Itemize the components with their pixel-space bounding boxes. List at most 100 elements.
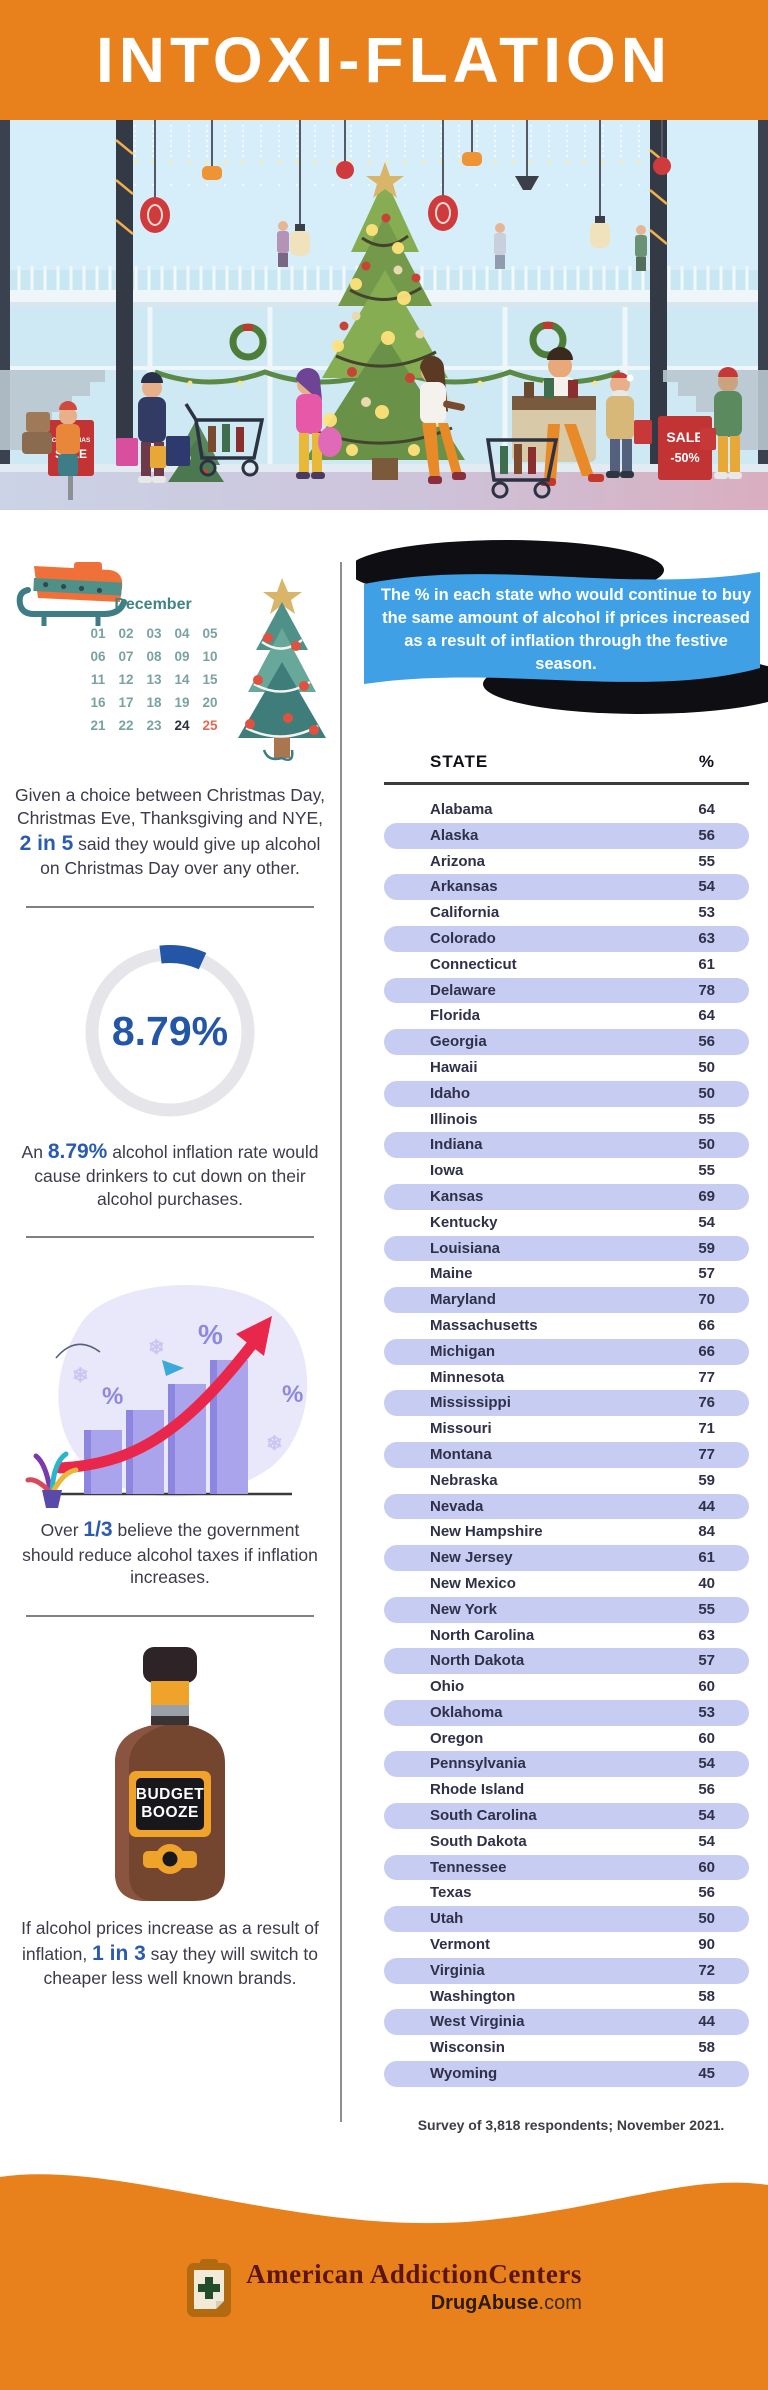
state-value: 58 [698, 1987, 715, 2005]
stat-text-2in5: Given a choice between Christmas Day, Ch… [14, 784, 326, 880]
svg-text:❄: ❄ [148, 1337, 165, 1359]
table-row: North Carolina 63 [384, 1623, 749, 1649]
table-row: Missouri 71 [384, 1416, 749, 1442]
state-value: 63 [698, 1626, 715, 1644]
state-name: Minnesota [430, 1368, 505, 1386]
calendar-day: 13 [146, 672, 162, 687]
clipboard-cross-icon [187, 2258, 232, 2317]
state-name: North Dakota [430, 1652, 525, 1670]
state-value: 66 [698, 1342, 715, 1360]
state-value: 84 [698, 1523, 715, 1541]
state-value: 54 [698, 1807, 715, 1825]
table-row: Nevada 44 [384, 1493, 749, 1520]
state-value: 59 [698, 1239, 715, 1257]
table-row: Wisconsin 58 [384, 2035, 749, 2061]
site-name-bold: DrugAbuse [430, 2291, 539, 2314]
calendar-day: 08 [146, 649, 162, 664]
state-value: 61 [698, 955, 715, 973]
state-name: Arkansas [430, 878, 498, 896]
table-row: Maine 57 [384, 1261, 749, 1287]
content-area: December 01 02 03 04 05 06 07 08 09 10 11 12 13 14 15 1… [0, 510, 768, 2161]
table-row: Ohio 60 [384, 1674, 749, 1700]
donut-chart: 8.79% [70, 932, 270, 1132]
state-name: Vermont [430, 1936, 491, 1954]
state-value: 50 [698, 1084, 715, 1102]
state-name: Indiana [430, 1136, 483, 1154]
shopper-man-bags [116, 372, 190, 483]
state-value: 72 [698, 1961, 715, 1979]
state-value: 54 [698, 1213, 715, 1231]
table-row: Arizona 55 [384, 849, 749, 875]
state-name: Texas [430, 1884, 472, 1902]
state-value: 53 [698, 904, 715, 922]
calendar-day: 20 [202, 695, 218, 710]
state-name: Nevada [430, 1497, 484, 1515]
table-row: Texas 56 [384, 1880, 749, 1906]
state-value: 40 [698, 1574, 715, 1592]
right-column: The % in each state who would continue t… [340, 510, 768, 2161]
state-value: 44 [698, 1497, 715, 1515]
table-row: Utah 50 [384, 1906, 749, 1933]
state-name: Missouri [430, 1420, 492, 1438]
state-value: 50 [698, 1910, 715, 1928]
table-row: Montana 77 [384, 1441, 749, 1468]
table-row: West Virginia 44 [384, 2009, 749, 2036]
state-name: California [430, 904, 500, 922]
svg-text:❄: ❄ [72, 1365, 89, 1387]
stat-text: said they would give up alcohol on Chris… [40, 833, 321, 878]
state-name: Pennsylvania [430, 1755, 526, 1773]
calendar-day: 07 [118, 649, 134, 664]
shopper-woman-pink [296, 368, 342, 479]
table-row: Rhode Island 56 [384, 1777, 749, 1803]
lantern-icons [140, 152, 671, 256]
sleigh-icon [16, 562, 127, 626]
table-row: Minnesota 77 [384, 1365, 749, 1391]
state-value: 57 [698, 1265, 715, 1283]
state-value: 61 [698, 1549, 715, 1567]
state-value: 76 [698, 1394, 715, 1412]
state-name: Michigan [430, 1342, 496, 1360]
state-name: Illinois [430, 1110, 478, 1128]
state-value: 66 [698, 1316, 715, 1334]
state-name: Nebraska [430, 1471, 498, 1489]
state-value: 77 [698, 1445, 715, 1463]
calendar-day: 15 [202, 672, 218, 687]
state-value: 59 [698, 1471, 715, 1489]
page-title: INTOXI-FLATION [95, 24, 673, 96]
table-header: STATE % [384, 752, 749, 785]
stat-text: If alcohol prices increase as a result o… [21, 1918, 319, 1964]
state-value: 54 [698, 878, 715, 896]
table-row: Delaware 78 [384, 977, 749, 1004]
state-value: 55 [698, 1162, 715, 1180]
state-name: West Virginia [430, 2013, 525, 2031]
state-name: Hawaii [430, 1058, 478, 1076]
table-row: Louisiana 59 [384, 1235, 749, 1262]
wreath-icon [229, 323, 267, 361]
footer-logo: American AddictionCenters DrugAbuse.com [0, 2258, 768, 2317]
shopping-cart-2 [485, 438, 559, 499]
table-row: Alabama 64 [384, 797, 749, 823]
state-value: 58 [698, 2039, 715, 2057]
svg-text:%: % [102, 1383, 123, 1410]
table-row: Oregon 60 [384, 1726, 749, 1752]
calendar-day: 24 [174, 718, 190, 733]
calendar-day: 06 [90, 649, 106, 664]
calendar-day: 01 [90, 626, 106, 641]
stat-text: alcohol inflation rate would cause drink… [34, 1141, 319, 1209]
callout-background [348, 540, 768, 714]
state-name: Iowa [430, 1162, 464, 1180]
stat-accent: 1/3 [83, 1518, 113, 1542]
state-name: New Hampshire [430, 1523, 543, 1541]
calendar-day: 17 [118, 695, 134, 710]
table-row: Kentucky 54 [384, 1210, 749, 1236]
table-row: Iowa 55 [384, 1158, 749, 1184]
table-row: Vermont 90 [384, 1932, 749, 1958]
calendar-day: 10 [202, 649, 218, 664]
state-value: 55 [698, 1600, 715, 1618]
stat-text: Over [40, 1520, 84, 1541]
table-row: Hawaii 50 [384, 1055, 749, 1081]
state-value: 77 [698, 1368, 715, 1386]
state-name: Ohio [430, 1678, 465, 1696]
section-divider [26, 1615, 314, 1618]
